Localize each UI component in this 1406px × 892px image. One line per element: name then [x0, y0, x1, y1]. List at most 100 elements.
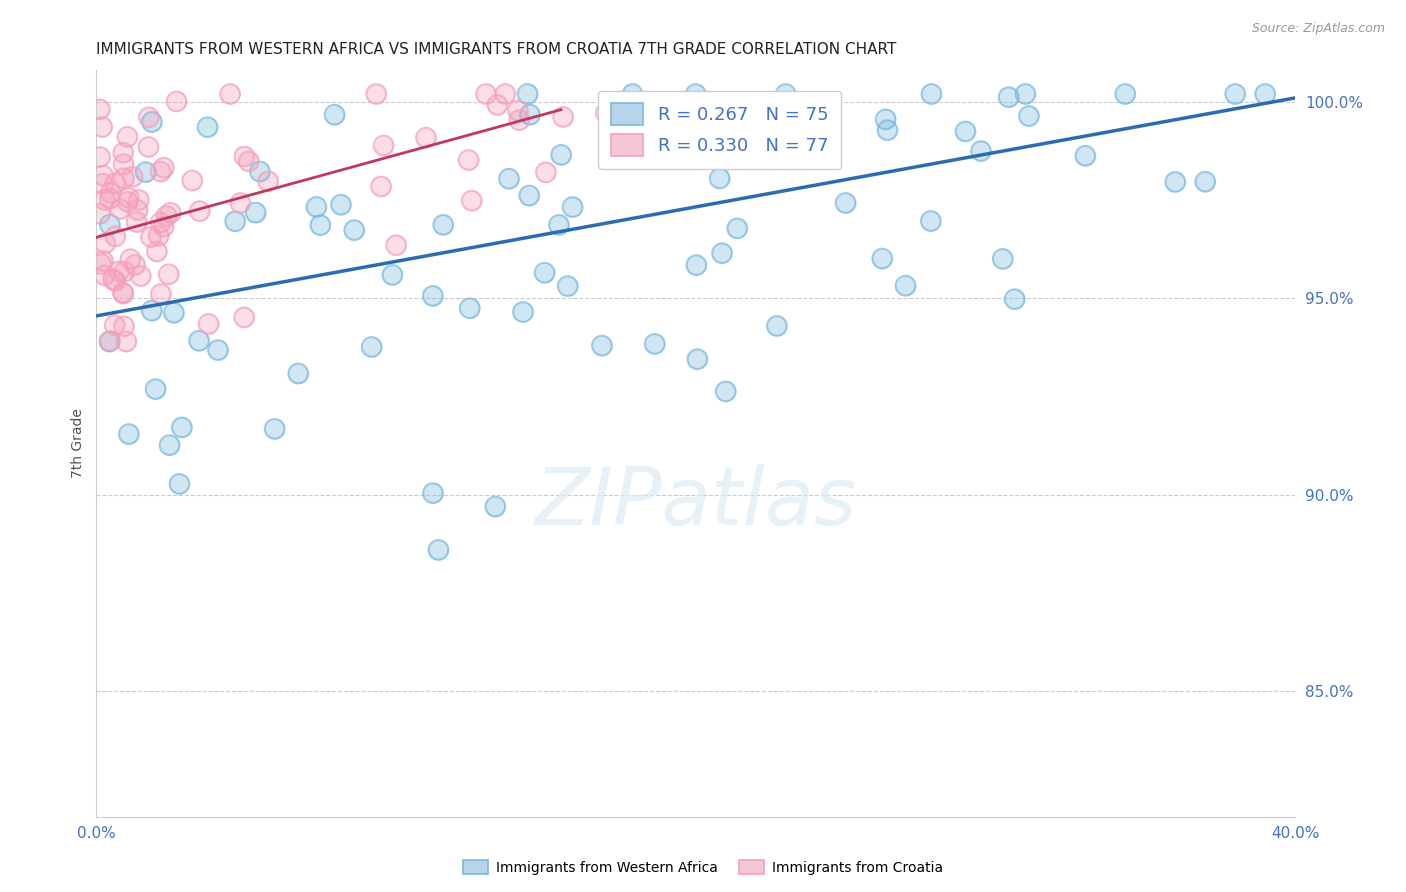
Point [117, 194, 139, 209]
Point [343, 223, 366, 237]
Point [661, 117, 683, 131]
Point [1164, 175, 1187, 189]
Point [146, 244, 169, 259]
Point [94, 193, 117, 207]
Point [108, 264, 131, 278]
Point [591, 338, 613, 352]
Point [188, 204, 211, 219]
Point [112, 171, 135, 186]
Point [422, 289, 444, 303]
Point [1194, 175, 1216, 189]
Point [644, 337, 666, 351]
Point [512, 305, 534, 319]
Point [117, 194, 139, 209]
Point [494, 87, 516, 101]
Point [148, 228, 170, 243]
Point [709, 171, 731, 186]
Point [159, 205, 181, 219]
Point [644, 337, 666, 351]
Point [141, 303, 163, 318]
Point [98, 334, 121, 348]
Point [1014, 87, 1036, 101]
Point [127, 202, 149, 217]
Point [1254, 87, 1277, 101]
Point [127, 202, 149, 217]
Point [108, 202, 131, 216]
Point [1004, 292, 1026, 306]
Point [98, 334, 121, 348]
Point [432, 218, 454, 232]
Point [153, 161, 176, 175]
Point [125, 215, 148, 229]
Point [1114, 87, 1136, 101]
Point [1114, 87, 1136, 101]
Legend: Immigrants from Western Africa, Immigrants from Croatia: Immigrants from Western Africa, Immigran… [457, 855, 949, 880]
Point [360, 340, 382, 354]
Point [561, 200, 583, 214]
Point [149, 164, 172, 178]
Point [1074, 149, 1097, 163]
Point [305, 200, 328, 214]
Point [104, 229, 127, 244]
Point [104, 318, 127, 333]
Point [263, 422, 285, 436]
Point [197, 317, 219, 331]
Point [323, 108, 346, 122]
Point [104, 274, 127, 288]
Point [149, 215, 172, 229]
Point [94, 193, 117, 207]
Point [103, 272, 125, 286]
Point [152, 219, 174, 234]
Point [686, 352, 709, 367]
Point [146, 244, 169, 259]
Point [149, 164, 172, 178]
Point [561, 200, 583, 214]
Point [548, 218, 571, 232]
Point [118, 427, 141, 442]
Point [330, 197, 353, 211]
Point [766, 318, 789, 333]
Point [415, 130, 437, 145]
Point [309, 218, 332, 232]
Point [486, 98, 509, 112]
Point [118, 191, 141, 205]
Point [89, 103, 111, 117]
Point [506, 103, 529, 118]
Point [427, 543, 450, 558]
Point [238, 154, 260, 169]
Point [135, 165, 157, 179]
Point [129, 268, 152, 283]
Point [373, 138, 395, 153]
Point [135, 165, 157, 179]
Point [170, 420, 193, 434]
Point [219, 87, 242, 101]
Point [621, 87, 644, 101]
Point [381, 268, 404, 282]
Point [553, 110, 575, 124]
Point [457, 153, 479, 167]
Point [1018, 109, 1040, 123]
Point [475, 87, 498, 101]
Point [91, 177, 114, 191]
Point [875, 112, 897, 127]
Point [100, 186, 122, 200]
Point [104, 229, 127, 244]
Point [188, 204, 211, 219]
Point [169, 476, 191, 491]
Point [685, 258, 707, 272]
Point [366, 87, 388, 101]
Point [197, 120, 219, 135]
Point [1164, 175, 1187, 189]
Point [714, 384, 737, 399]
Point [834, 196, 856, 211]
Point [516, 87, 538, 101]
Point [1018, 109, 1040, 123]
Point [207, 343, 229, 357]
Point [98, 218, 121, 232]
Point [457, 153, 479, 167]
Point [129, 268, 152, 283]
Point [517, 188, 540, 202]
Point [516, 87, 538, 101]
Point [170, 420, 193, 434]
Point [155, 209, 177, 223]
